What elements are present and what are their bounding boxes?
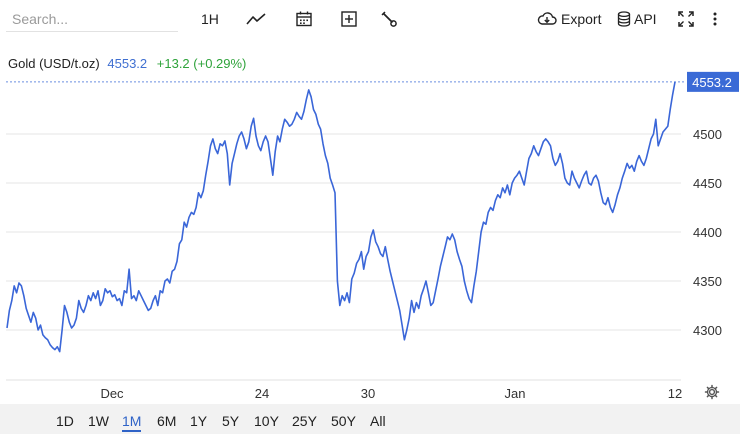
chart-settings-button[interactable] (704, 384, 720, 400)
x-tick-label: 30 (361, 386, 375, 401)
gear-icon (704, 384, 720, 404)
range-button-25y[interactable]: 25Y (292, 413, 317, 429)
cloud-download-icon (537, 11, 557, 27)
y-tick-label: 4400 (693, 225, 722, 240)
y-tick-label: 4350 (693, 274, 722, 289)
range-button-1w[interactable]: 1W (88, 413, 109, 429)
x-tick-label: Jan (505, 386, 526, 401)
symbol-price: 4553.2 (107, 56, 148, 71)
symbol-header: Gold (USD/t.oz) 4553.2 +13.2 (+0.29%) (8, 56, 246, 71)
more-options-button[interactable] (712, 8, 718, 30)
date-range-button[interactable] (295, 8, 313, 30)
plus-square-icon (340, 10, 358, 28)
range-button-1d[interactable]: 1D (56, 413, 74, 429)
range-button-50y[interactable]: 50Y (331, 413, 356, 429)
price-chart[interactable]: 4300 4350 4400 4450 4500 Dec 24 30 Jan 12 4553.2 (0, 38, 740, 404)
tools-button[interactable] (380, 8, 398, 30)
search-input[interactable] (6, 6, 178, 32)
range-button-1y[interactable]: 1Y (190, 413, 208, 429)
last-value-label: 4553.2 (692, 75, 732, 90)
price-series-line (6, 81, 676, 353)
interval-label: 1H (201, 11, 219, 27)
range-button-6m[interactable]: 6M (157, 413, 177, 429)
more-vertical-icon (712, 11, 718, 27)
export-label: Export (561, 11, 602, 27)
range-button-1m[interactable]: 1M (122, 413, 142, 432)
range-button-10y[interactable]: 10Y (254, 413, 279, 429)
symbol-name: Gold (USD/t.oz) (8, 56, 100, 71)
interval-button[interactable]: 1H (201, 8, 219, 30)
symbol-change: +13.2 (+0.29%) (156, 56, 247, 71)
fullscreen-icon (677, 10, 695, 28)
fullscreen-button[interactable] (677, 8, 695, 30)
line-chart-icon (246, 12, 266, 26)
add-indicator-button[interactable] (340, 8, 358, 30)
last-value-tag (687, 71, 739, 92)
x-tick-label: Dec (100, 386, 124, 401)
calendar-icon (295, 10, 313, 28)
y-tick-label: 4450 (693, 176, 722, 191)
toolbar: 1H Export API (0, 0, 740, 38)
x-tick-label: 24 (255, 386, 269, 401)
y-tick-label: 4300 (693, 323, 722, 338)
api-label: API (634, 11, 657, 27)
y-tick-label: 4500 (693, 127, 722, 142)
x-tick-label: 12 (668, 386, 682, 401)
range-selector: 1D 1W 1M 6M 1Y 5Y 10Y 25Y 50Y All (0, 404, 740, 434)
database-icon (617, 11, 631, 27)
wrench-icon (380, 10, 398, 28)
range-button-all[interactable]: All (370, 413, 386, 429)
chart-type-button[interactable] (246, 8, 266, 30)
export-button[interactable]: Export (537, 8, 601, 30)
api-button[interactable]: API (617, 8, 657, 30)
range-button-5y[interactable]: 5Y (222, 413, 240, 429)
